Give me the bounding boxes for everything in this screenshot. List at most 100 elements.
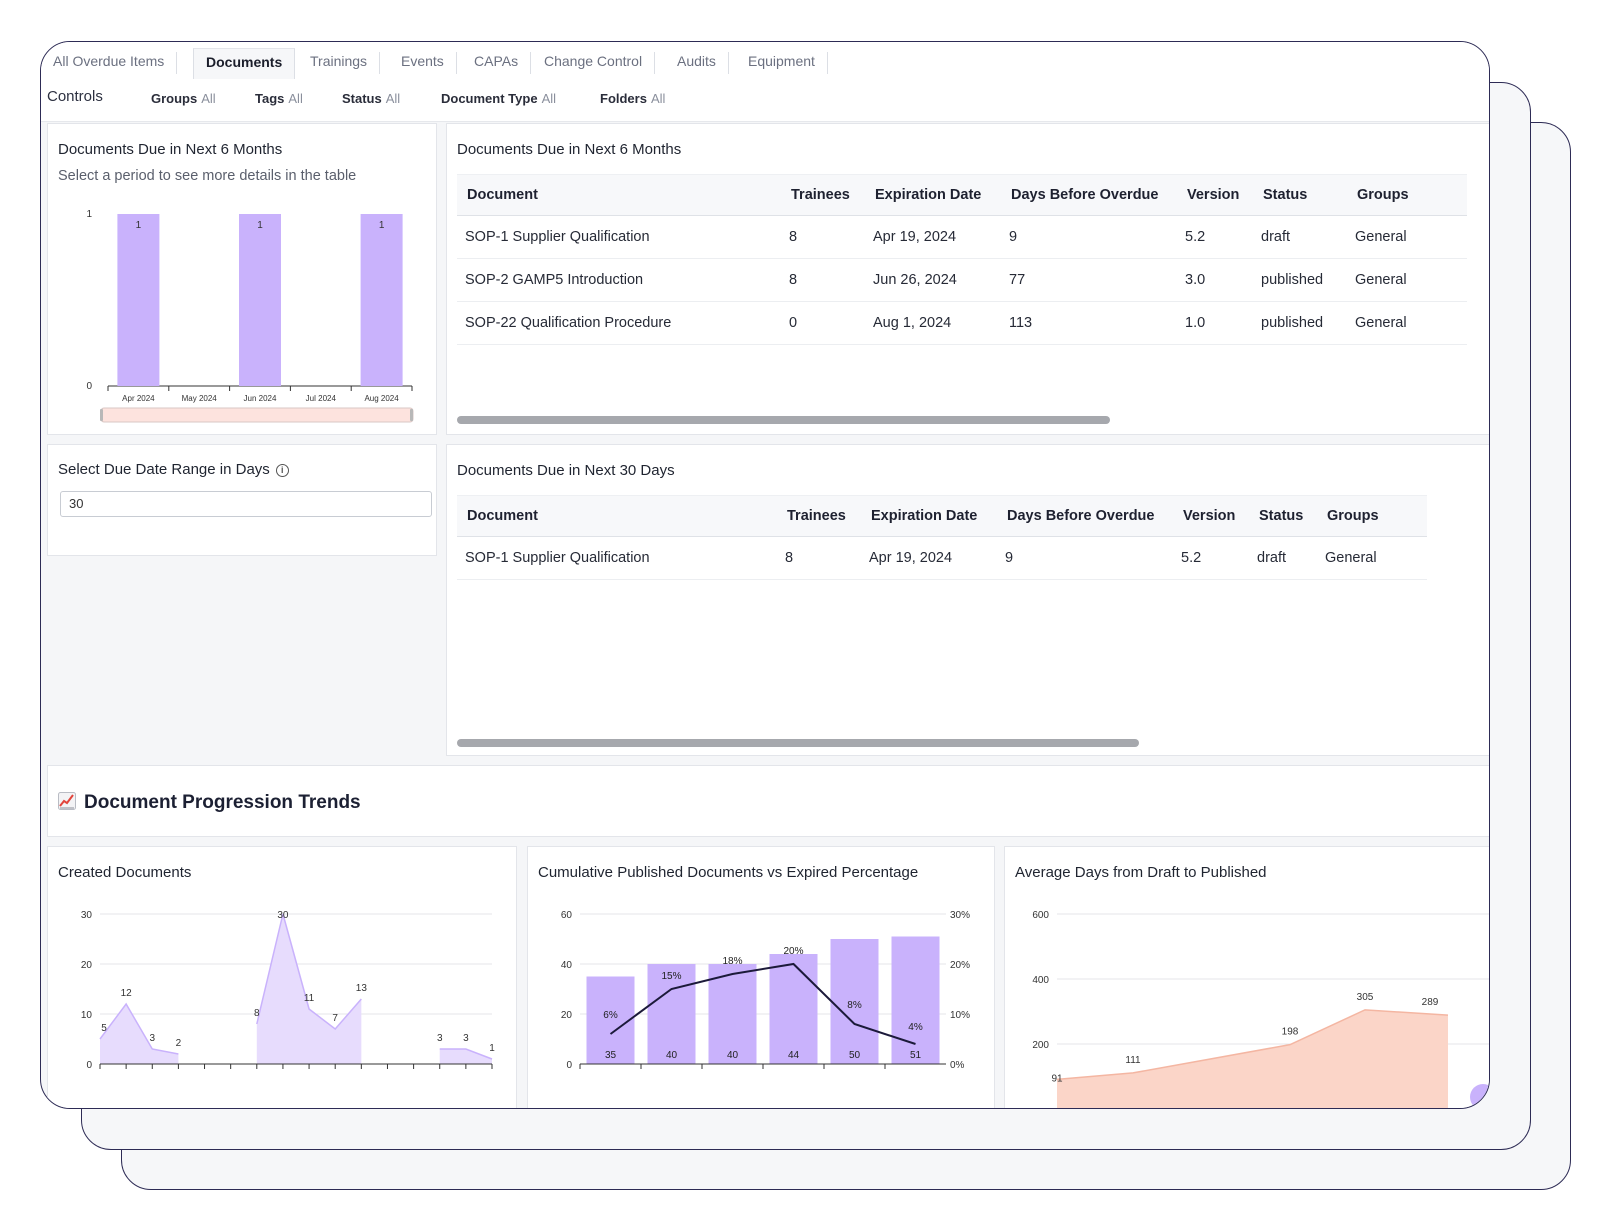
months-chart-panel: Documents Due in Next 6 Months Select a … bbox=[47, 123, 437, 435]
bar bbox=[891, 936, 940, 1064]
y-tick-label: 0 bbox=[86, 381, 92, 392]
cell-version: 5.2 bbox=[1173, 536, 1249, 580]
filter-status[interactable]: Status All bbox=[342, 91, 401, 106]
next-6-months-table-title: Documents Due in Next 6 Months bbox=[457, 141, 682, 158]
due-date-range-input[interactable]: 30 bbox=[60, 491, 432, 517]
cell-document: SOP-2 GAMP5 Introduction bbox=[457, 258, 781, 302]
data-label: 91 bbox=[1051, 1073, 1063, 1084]
col-version[interactable]: Version bbox=[1173, 495, 1249, 537]
col-expiration-date[interactable]: Expiration Date bbox=[861, 495, 997, 537]
table-row[interactable]: SOP-22 Qualification Procedure 0 Aug 1, … bbox=[457, 301, 1467, 345]
tab-documents[interactable]: Documents bbox=[193, 48, 296, 80]
area-series bbox=[100, 1004, 179, 1064]
table-horizontal-scrollbar[interactable] bbox=[457, 416, 1110, 424]
bar-label: 44 bbox=[788, 1050, 800, 1061]
cell-version: 3.0 bbox=[1177, 258, 1253, 302]
col-groups[interactable]: Groups bbox=[1347, 174, 1467, 216]
line-label: 20% bbox=[783, 946, 803, 957]
tab-trainings[interactable]: Trainings bbox=[298, 52, 381, 74]
tab-events[interactable]: Events bbox=[389, 52, 457, 74]
cell-expiration-date: Aug 1, 2024 bbox=[865, 301, 1001, 345]
bar bbox=[360, 214, 403, 386]
x-tick-label: Jun 2024 bbox=[244, 394, 277, 403]
range-handle-right bbox=[410, 409, 413, 421]
bar bbox=[239, 214, 281, 386]
col-days-before-overdue[interactable]: Days Before Overdue bbox=[1001, 174, 1177, 216]
cell-days-before-overdue: 77 bbox=[1001, 258, 1177, 302]
chat-bubble-icon bbox=[1470, 1084, 1489, 1108]
cumulative-published-combo-chart[interactable]: 0 20 40 60 0% 10% 20% 30% 35 40 40 44 50 51 6% 15% 18% 20… bbox=[528, 847, 994, 1109]
cell-groups: General bbox=[1347, 301, 1467, 345]
y-tick-label: 0 bbox=[86, 1060, 92, 1071]
cell-version: 1.0 bbox=[1177, 301, 1253, 345]
col-document[interactable]: Document bbox=[457, 174, 781, 216]
data-label: 7 bbox=[332, 1013, 338, 1024]
created-documents-area-chart[interactable]: 0 10 20 30 5 12 3 2 8 30 11 7 13 3 3 1 bbox=[48, 847, 516, 1109]
bar-label: 40 bbox=[666, 1050, 678, 1061]
cell-trainees: 8 bbox=[777, 536, 861, 580]
next-30-days-table-title: Documents Due in Next 30 Days bbox=[457, 462, 675, 479]
filter-document-type[interactable]: Document Type All bbox=[441, 91, 557, 106]
info-icon[interactable]: i bbox=[275, 464, 289, 477]
filter-groups[interactable]: Groups All bbox=[151, 91, 216, 106]
months-bar-chart[interactable]: 0 1 1 Apr 2024 May 2024 1 Jun 2024 Jul 2024 1 Aug… bbox=[48, 124, 436, 434]
area-series bbox=[439, 1049, 492, 1064]
due-date-range-panel: Select Due Date Range in Days i 30 bbox=[47, 444, 437, 556]
cell-days-before-overdue: 9 bbox=[997, 536, 1173, 580]
col-document[interactable]: Document bbox=[457, 495, 777, 537]
cell-trainees: 8 bbox=[781, 215, 865, 259]
dashboard-window: All Overdue Items Documents Trainings Ev… bbox=[40, 41, 1490, 1109]
cell-days-before-overdue: 113 bbox=[1001, 301, 1177, 345]
line-label: 8% bbox=[847, 1000, 862, 1011]
y2-tick-label: 20% bbox=[950, 960, 970, 971]
col-status[interactable]: Status bbox=[1249, 495, 1317, 537]
data-label: 2 bbox=[176, 1038, 182, 1049]
area-series-line bbox=[99, 1002, 179, 1055]
bar bbox=[830, 939, 879, 1064]
cell-expiration-date: Jun 26, 2024 bbox=[865, 258, 1001, 302]
range-handle-left bbox=[100, 409, 103, 421]
table-row[interactable]: SOP-2 GAMP5 Introduction 8 Jun 26, 2024 … bbox=[457, 258, 1467, 302]
col-trainees[interactable]: Trainees bbox=[781, 174, 865, 216]
line-label: 6% bbox=[603, 1010, 618, 1021]
table-row[interactable]: SOP-1 Supplier Qualification 8 Apr 19, 2… bbox=[457, 215, 1467, 259]
filter-tags[interactable]: Tags All bbox=[255, 91, 303, 106]
col-days-before-overdue[interactable]: Days Before Overdue bbox=[997, 495, 1173, 537]
table-horizontal-scrollbar[interactable] bbox=[457, 739, 1139, 747]
col-expiration-date[interactable]: Expiration Date bbox=[865, 174, 1001, 216]
data-label: 3 bbox=[149, 1033, 155, 1044]
table-row[interactable]: SOP-1 Supplier Qualification 8 Apr 19, 2… bbox=[457, 536, 1427, 580]
trends-header-panel: Document Progression Trends bbox=[47, 765, 1489, 837]
bar-label: 40 bbox=[727, 1050, 739, 1061]
x-tick-label: Apr 2024 bbox=[122, 394, 155, 403]
chart-increasing-icon bbox=[58, 792, 76, 810]
average-days-area-chart[interactable]: 200 400 600 91 111 198 305 289 bbox=[1005, 847, 1490, 1109]
x-tick-label: Aug 2024 bbox=[364, 394, 399, 403]
bar bbox=[708, 964, 757, 1064]
tab-change-control[interactable]: Change Control bbox=[532, 52, 656, 74]
tab-audits[interactable]: Audits bbox=[665, 52, 729, 74]
cell-document: SOP-1 Supplier Qualification bbox=[457, 215, 781, 259]
line-label: 15% bbox=[661, 971, 681, 982]
area-series bbox=[256, 914, 362, 1064]
data-label: 1 bbox=[136, 220, 142, 231]
bar bbox=[769, 954, 818, 1064]
area-series-line bbox=[256, 913, 362, 1031]
col-version[interactable]: Version bbox=[1177, 174, 1253, 216]
line-label: 4% bbox=[908, 1022, 923, 1033]
data-label: 12 bbox=[121, 988, 133, 999]
y-tick-label: 200 bbox=[1032, 1040, 1049, 1051]
col-groups[interactable]: Groups bbox=[1317, 495, 1427, 537]
months-chart-title: Documents Due in Next 6 Months bbox=[58, 141, 283, 158]
filter-folders[interactable]: Folders All bbox=[600, 91, 666, 106]
data-label: 5 bbox=[101, 1023, 107, 1034]
y-tick-label: 1 bbox=[86, 209, 92, 220]
y-tick-label: 20 bbox=[561, 1010, 573, 1021]
y2-tick-label: 30% bbox=[950, 910, 970, 921]
tab-all-overdue-items[interactable]: All Overdue Items bbox=[41, 52, 178, 74]
tab-capas[interactable]: CAPAs bbox=[462, 52, 532, 74]
col-status[interactable]: Status bbox=[1253, 174, 1347, 216]
tab-equipment[interactable]: Equipment bbox=[736, 52, 828, 74]
col-trainees[interactable]: Trainees bbox=[777, 495, 861, 537]
bar-label: 51 bbox=[910, 1050, 922, 1061]
